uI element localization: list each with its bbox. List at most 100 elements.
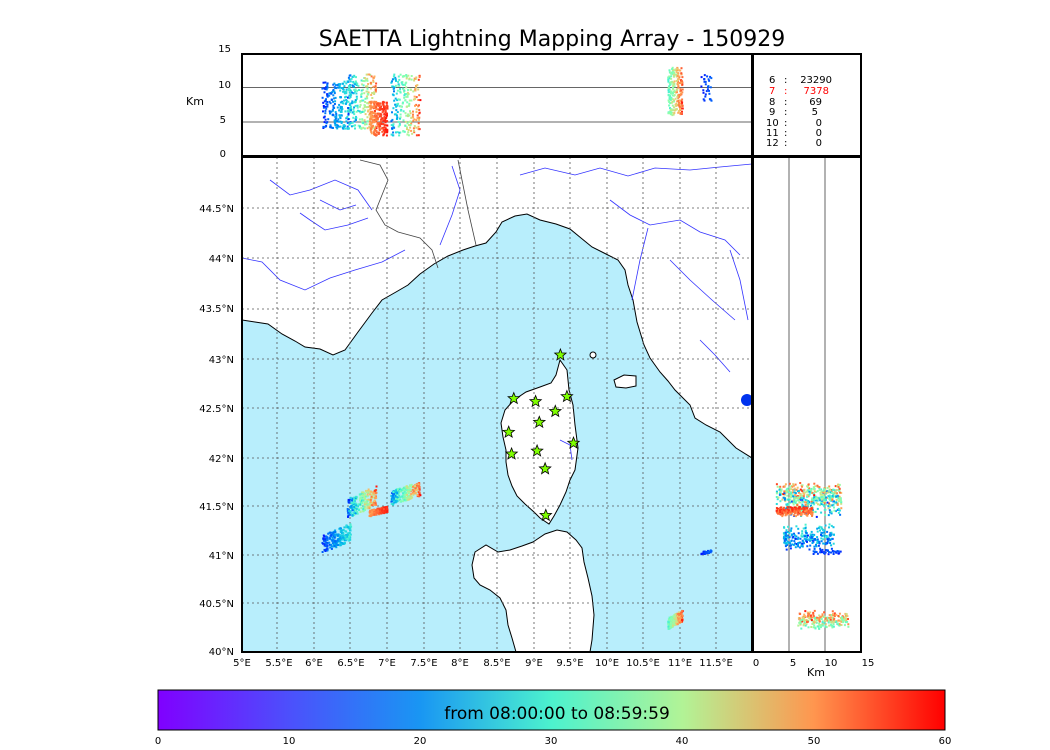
lightning-source — [362, 508, 365, 510]
lightning-source-side — [805, 509, 808, 512]
lightning-source-altitude — [368, 101, 371, 104]
lightning-source-altitude — [681, 76, 684, 79]
lightning-source-side — [822, 538, 825, 541]
lightning-source-side — [809, 513, 812, 516]
lightning-source — [667, 625, 670, 628]
lightning-source-altitude — [415, 126, 418, 129]
lightning-source-side — [800, 627, 803, 630]
lightning-source-side — [781, 498, 784, 501]
lightning-source-side — [805, 510, 808, 513]
lightning-source-altitude — [397, 75, 400, 78]
lightning-source — [677, 611, 680, 614]
lightning-source — [372, 502, 375, 505]
lightning-source-side — [811, 533, 814, 536]
lightning-source-altitude — [403, 130, 406, 133]
lightning-source-altitude — [346, 115, 349, 118]
lightning-source-side — [788, 512, 791, 515]
lightning-source-side — [775, 503, 778, 505]
lightning-source-side — [822, 542, 825, 545]
lightning-source-altitude — [355, 119, 357, 121]
lightning-source — [339, 529, 342, 532]
lightning-source-altitude — [391, 93, 394, 96]
lightning-source-altitude — [371, 97, 374, 99]
lightning-source-side — [828, 624, 831, 627]
lightning-source-altitude — [403, 96, 406, 99]
lightning-source-side — [782, 496, 785, 499]
lightning-source — [366, 505, 369, 508]
lightning-source-altitude — [406, 122, 409, 125]
lightning-source-side — [790, 496, 792, 499]
lightning-source-altitude — [340, 110, 343, 113]
lightning-source-altitude — [383, 126, 386, 129]
lightning-source-side — [845, 613, 848, 616]
lightning-source — [409, 489, 412, 492]
lightning-source-side — [790, 529, 792, 532]
lightning-source-side — [815, 621, 818, 624]
lightning-source-side — [832, 623, 835, 626]
lightning-source-altitude — [396, 116, 399, 119]
lightning-source-altitude — [338, 103, 341, 106]
lightning-source-altitude — [669, 107, 671, 110]
count-sep: : — [784, 118, 787, 129]
lightning-source-altitude — [382, 119, 385, 122]
lightning-source-side — [847, 618, 849, 620]
lightning-source-altitude — [340, 114, 343, 117]
lightning-source — [362, 505, 365, 508]
lightning-source-side — [807, 483, 810, 486]
lightning-source-altitude — [360, 99, 363, 102]
lightning-source-altitude — [384, 113, 387, 116]
lightning-source-side — [813, 496, 816, 499]
lightning-source-altitude — [362, 110, 365, 113]
lightning-source — [365, 490, 368, 493]
lightning-source — [330, 533, 333, 536]
lightning-source-altitude — [709, 75, 712, 78]
lightning-source-side — [814, 498, 817, 501]
lightning-source-side — [818, 622, 821, 625]
lightning-source-side — [784, 483, 787, 486]
lightning-source-altitude — [396, 89, 399, 92]
lightning-source-altitude — [384, 105, 387, 108]
lightning-source-altitude — [383, 113, 386, 116]
lightning-source-side — [815, 539, 818, 542]
lightning-source-altitude — [365, 95, 368, 98]
lightning-source-altitude — [399, 91, 402, 94]
lightning-source-side — [787, 525, 790, 528]
lightning-source-altitude — [353, 120, 356, 123]
lightning-source-altitude — [386, 114, 388, 117]
lightning-source — [401, 500, 404, 503]
lightning-source-altitude — [362, 88, 365, 91]
lightning-source-altitude — [385, 104, 388, 107]
lightning-source — [323, 543, 326, 545]
lightning-source-side — [835, 613, 838, 616]
lightning-source-side — [822, 491, 825, 494]
lightning-source-side — [840, 624, 843, 626]
lightning-source — [360, 493, 363, 496]
lightning-source-altitude — [384, 109, 387, 112]
lightning-source-altitude — [365, 123, 368, 126]
lightning-source-side — [777, 512, 780, 515]
lightning-source-side — [839, 550, 842, 553]
lightning-source-side — [789, 498, 792, 501]
lightning-source-altitude — [369, 116, 372, 119]
lightning-source-altitude — [400, 105, 402, 108]
lightning-source-altitude — [399, 90, 402, 93]
lightning-source-side — [802, 624, 805, 627]
lightning-source-side — [806, 536, 809, 539]
lightning-source-altitude — [669, 71, 672, 74]
lightning-source-side — [824, 625, 827, 628]
lightning-source — [353, 512, 356, 515]
lightning-source — [384, 511, 387, 514]
lightning-source-altitude — [669, 96, 672, 99]
lightning-source-altitude — [394, 76, 397, 79]
lightning-source — [327, 532, 330, 535]
lightning-source-altitude — [367, 91, 370, 94]
lightning-source — [346, 526, 349, 529]
lightning-source-side — [813, 545, 816, 548]
lightning-source-side — [791, 494, 794, 497]
lightning-source-altitude — [403, 75, 406, 78]
rivers — [242, 163, 752, 461]
lightning-source-altitude — [670, 101, 673, 104]
lightning-source — [416, 494, 419, 497]
lightning-source-altitude — [679, 102, 682, 105]
lightning-source-side — [785, 512, 788, 515]
